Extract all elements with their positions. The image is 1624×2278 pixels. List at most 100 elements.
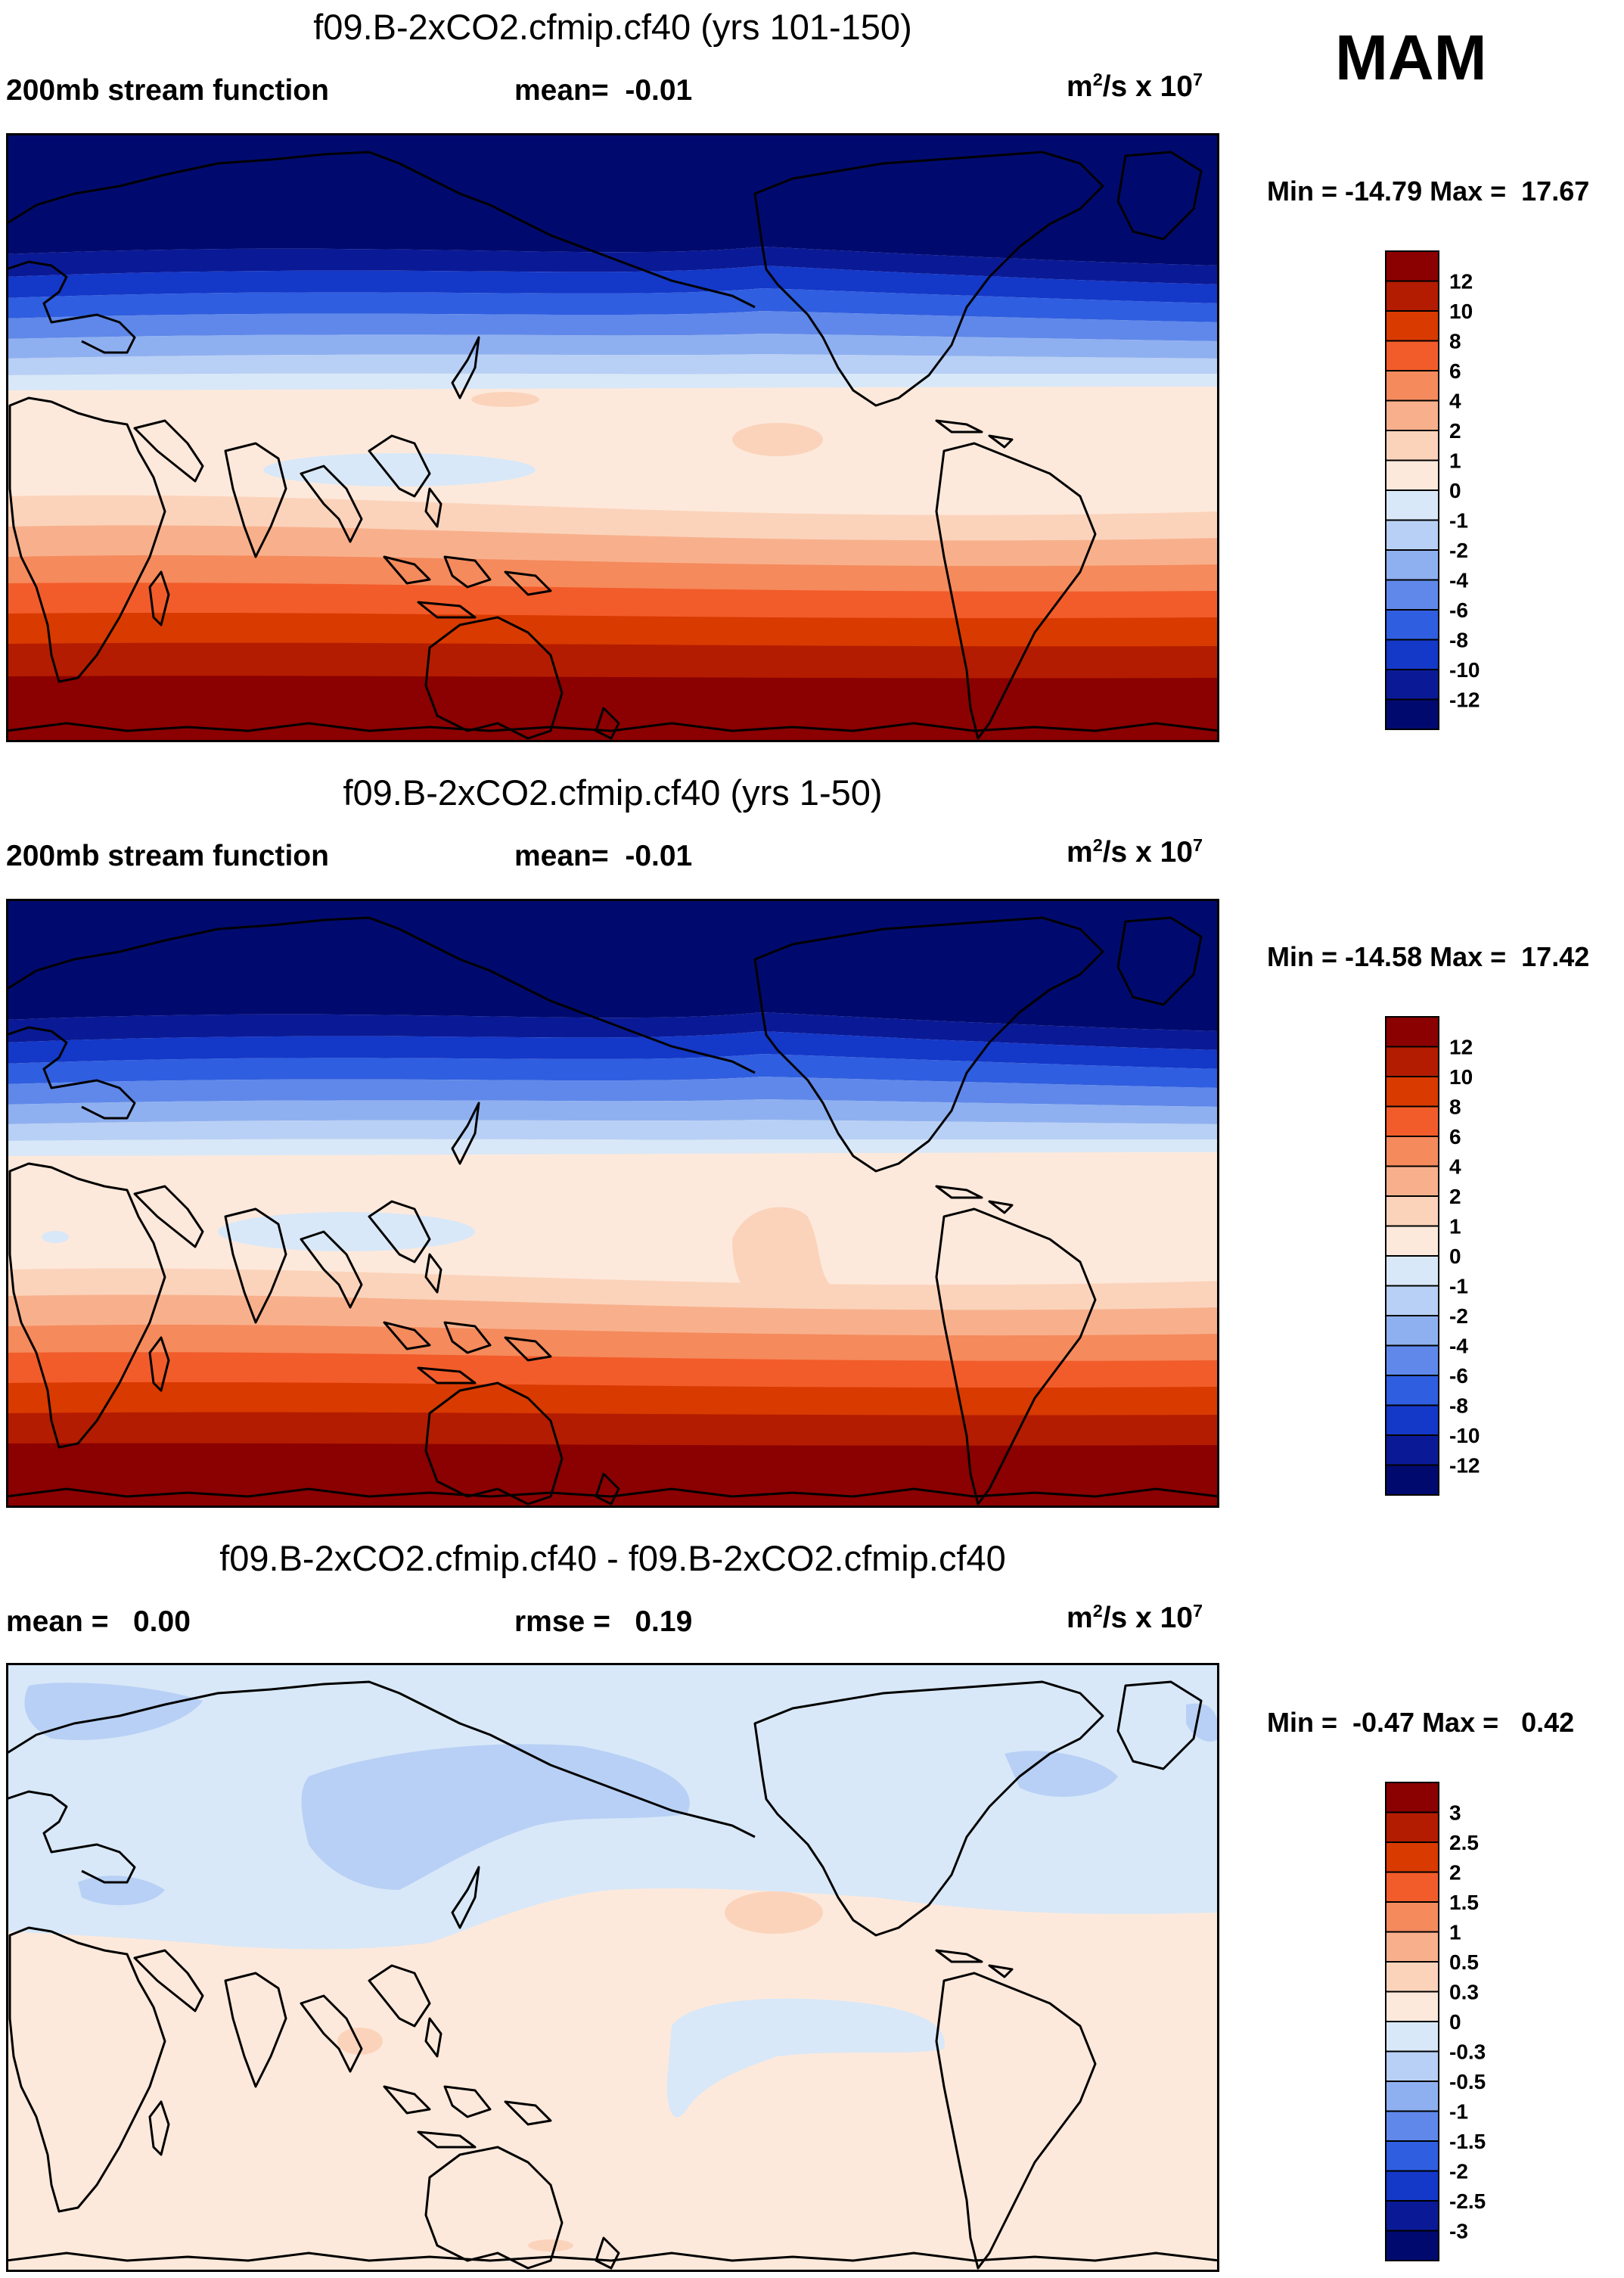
colorbar-box	[1385, 1375, 1439, 1406]
panel2-left-label: 200mb stream function	[6, 840, 329, 872]
colorbar-box	[1385, 1871, 1439, 1903]
colorbar-label: 2	[1449, 1185, 1461, 1208]
colorbar-box	[1385, 280, 1439, 312]
colorbar-label: -1	[1449, 1275, 1468, 1298]
colorbar-label: 2.5	[1449, 1831, 1479, 1854]
colorbar-label: 6	[1449, 1125, 1461, 1148]
colorbar-box	[1385, 430, 1439, 462]
colorbar-label: 4	[1449, 390, 1461, 413]
colorbar-label: -4	[1449, 569, 1468, 592]
colorbar-label: -12	[1449, 1454, 1480, 1478]
colorbar-label: 6	[1449, 359, 1461, 383]
colorbar-label: -2	[1449, 2160, 1468, 2183]
colorbar-label: -10	[1449, 658, 1480, 682]
colorbar-box	[1385, 639, 1439, 670]
panel1-map	[6, 133, 1219, 742]
panel2-map	[6, 899, 1219, 1508]
panel3-center-label: rmse = 0.19	[514, 1605, 693, 1638]
colorbar-box	[1385, 399, 1439, 431]
panel2-minmax: Min = -14.58 Max = 17.42	[1267, 941, 1590, 972]
colorbar-box	[1385, 310, 1439, 342]
colorbar-label: 1	[1449, 1921, 1461, 1944]
colorbar-label: 0	[1449, 2010, 1461, 2034]
colorbar-label: 2	[1449, 1861, 1461, 1885]
colorbar-box	[1385, 2140, 1439, 2172]
panel3-title: f09.B-2xCO2.cfmip.cf40 - f09.B-2xCO2.cfm…	[219, 1538, 1006, 1578]
colorbar-box	[1385, 669, 1439, 701]
colorbar-label: -0.3	[1449, 2040, 1486, 2064]
colorbar-label: 0.5	[1449, 1950, 1479, 1974]
colorbar-label: 12	[1449, 1036, 1473, 1059]
colorbar-box	[1385, 459, 1439, 491]
colorbar-box	[1385, 1225, 1439, 1257]
colorbar-box	[1385, 1105, 1439, 1137]
colorbar-label: -3	[1449, 2220, 1468, 2243]
colorbar-box	[1385, 1464, 1439, 1496]
colorbar-label: 2	[1449, 419, 1461, 443]
colorbar-label: 1	[1449, 449, 1461, 473]
colorbar-box	[1385, 340, 1439, 371]
panel1-units: m2/s x 107	[1067, 70, 1203, 103]
colorbar-box	[1385, 1404, 1439, 1436]
colorbar-label: 4	[1449, 1155, 1461, 1179]
colorbar-box	[1385, 519, 1439, 551]
colorbar-label: -8	[1449, 629, 1468, 652]
colorbar-box	[1385, 609, 1439, 641]
colorbar-box	[1385, 1931, 1439, 1963]
colorbar-box	[1385, 1811, 1439, 1843]
colorbar-box	[1385, 2050, 1439, 2082]
colorbar-box	[1385, 2021, 1439, 2053]
colorbar-label: -8	[1449, 1394, 1468, 1418]
panel3-colorbar: 3 2.5 2 1.5 1 0.5 0.3 0 -0.3 -0.5 -1 -1.5 -2 -2.5 -3	[1385, 1782, 1486, 2261]
colorbar-label: -1.5	[1449, 2130, 1486, 2153]
colorbar-label: 12	[1449, 270, 1473, 294]
colorbar-box	[1385, 1165, 1439, 1197]
colorbar-box	[1385, 1315, 1439, 1347]
colorbar-label: -6	[1449, 1364, 1468, 1388]
colorbar-label: -2.5	[1449, 2189, 1486, 2213]
colorbar-box	[1385, 698, 1439, 730]
colorbar-box	[1385, 2170, 1439, 2202]
colorbar-box	[1385, 579, 1439, 611]
colorbar-box	[1385, 250, 1439, 282]
panel3-minmax: Min = -0.47 Max = 0.42	[1267, 1707, 1575, 1738]
panel3-units: m2/s x 107	[1067, 1601, 1203, 1634]
colorbar-box	[1385, 2110, 1439, 2142]
colorbar-label: 1	[1449, 1215, 1461, 1238]
colorbar-box	[1385, 1434, 1439, 1466]
colorbar-label: -10	[1449, 1424, 1480, 1447]
colorbar-label: 0	[1449, 1245, 1461, 1268]
colorbar-label: -2	[1449, 539, 1468, 562]
colorbar-box	[1385, 1255, 1439, 1287]
panel1-left-label: 200mb stream function	[6, 74, 329, 107]
colorbar-label: 8	[1449, 330, 1461, 353]
panel2-units: m2/s x 107	[1067, 835, 1203, 869]
colorbar-box	[1385, 1136, 1439, 1167]
colorbar-label: -6	[1449, 598, 1468, 622]
colorbar-label: 0	[1449, 479, 1461, 502]
colorbar-box	[1385, 2200, 1439, 2232]
colorbar-box	[1385, 1991, 1439, 2022]
colorbar-label: 3	[1449, 1801, 1461, 1825]
panel1-title: f09.B-2xCO2.cfmip.cf40 (yrs 101-150)	[313, 7, 912, 47]
colorbar-box	[1385, 2081, 1439, 2112]
colorbar-label: -12	[1449, 688, 1480, 712]
panel3-left-label: mean = 0.00	[6, 1605, 191, 1638]
colorbar-box	[1385, 2230, 1439, 2261]
colorbar-box	[1385, 370, 1439, 402]
colorbar-box	[1385, 1195, 1439, 1227]
colorbar-label: -1	[1449, 2100, 1468, 2124]
colorbar-label: -1	[1449, 509, 1468, 533]
colorbar-label: 10	[1449, 1065, 1473, 1089]
colorbar-label: -4	[1449, 1335, 1468, 1358]
colorbar-label: 10	[1449, 300, 1473, 323]
colorbar-box	[1385, 489, 1439, 521]
season-label: MAM	[1335, 22, 1487, 93]
colorbar-box	[1385, 1782, 1439, 1813]
colorbar-box	[1385, 1961, 1439, 1993]
colorbar-label: 0.3	[1449, 1981, 1479, 2004]
colorbar-box	[1385, 1046, 1439, 1077]
panel2-title: f09.B-2xCO2.cfmip.cf40 (yrs 1-50)	[343, 772, 883, 813]
